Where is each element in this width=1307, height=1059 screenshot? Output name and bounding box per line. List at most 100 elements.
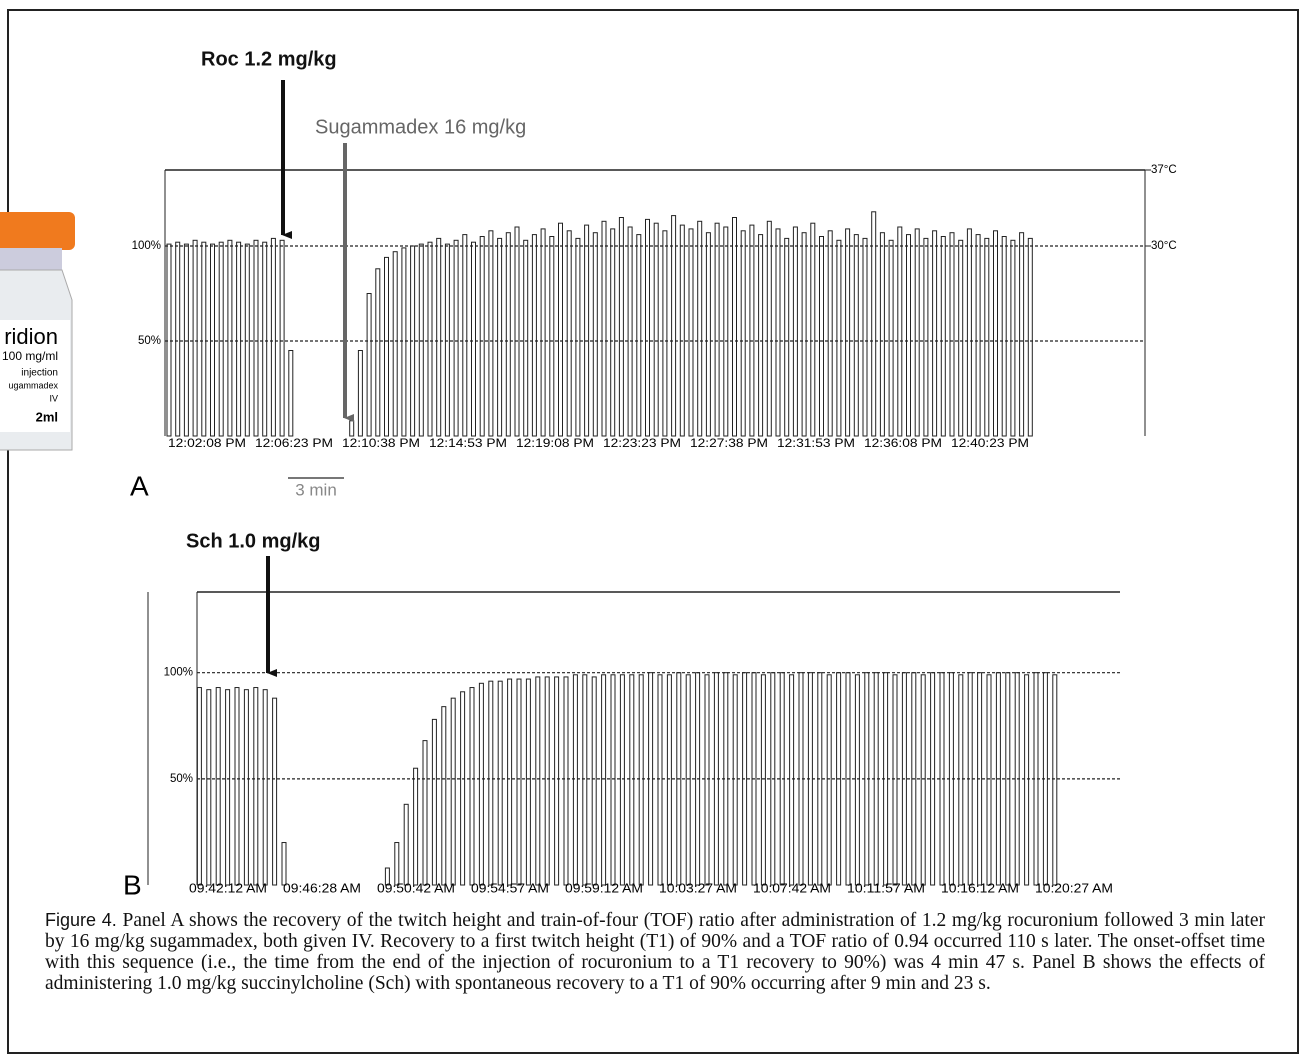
y-tick-label: 100% [132, 240, 161, 252]
vial-text: injection [21, 368, 58, 379]
bar [845, 228, 851, 437]
bar [192, 239, 198, 437]
bar [666, 674, 672, 886]
bar [704, 674, 710, 886]
bar [413, 767, 419, 886]
bar [460, 691, 466, 886]
bar [591, 676, 597, 886]
bar [1001, 236, 1007, 437]
x-tick-label: 09:46:28 AM [283, 881, 361, 895]
bar [1019, 232, 1025, 437]
bar [645, 218, 650, 437]
panel-label: A [130, 470, 149, 501]
bar [923, 237, 929, 437]
bar [514, 226, 520, 437]
bar [949, 232, 955, 437]
bar [201, 241, 207, 437]
bar [636, 234, 642, 437]
x-tick-label: 10:11:57 AM [847, 881, 925, 895]
bar [1027, 237, 1033, 437]
bar [879, 232, 885, 437]
bar [789, 674, 795, 886]
bar [572, 674, 578, 886]
scale-label: 3 min [295, 480, 337, 499]
bar [478, 682, 484, 886]
bar [819, 236, 824, 437]
bar [566, 230, 572, 437]
bar [575, 237, 581, 437]
frame [7, 9, 1299, 1054]
x-tick-label: 09:59:12 AM [565, 881, 643, 895]
bar [1024, 674, 1030, 886]
x-tick-label: 12:14:53 PM [429, 438, 507, 450]
bar [827, 230, 833, 437]
bar [507, 678, 513, 886]
bar [766, 220, 772, 437]
bar [582, 674, 588, 886]
y-tick-label: 100% [164, 667, 193, 679]
bar [984, 237, 990, 437]
bar [450, 697, 456, 886]
bar [436, 237, 442, 437]
vial-text: ugammadex [8, 380, 58, 390]
vial-text: 2ml [36, 409, 58, 424]
bar [638, 674, 644, 886]
bar [792, 226, 798, 437]
bar [810, 222, 816, 437]
bar [531, 234, 537, 437]
bar [705, 232, 711, 437]
bar [657, 674, 663, 886]
vial: ridion 100 mg/ml injection ugammadex IV … [0, 212, 75, 451]
x-tick-label: 12:40:23 PM [951, 438, 1029, 450]
annotation: Roc 1.2 mg/kg [201, 48, 337, 70]
bar [584, 224, 590, 437]
x-tick-label: 12:31:53 PM [777, 438, 855, 450]
bar [662, 230, 668, 437]
caption-figure: Figure 4. [45, 910, 117, 930]
x-tick-label: 09:50:42 AM [377, 881, 455, 895]
bar [540, 228, 546, 437]
x-tick-label: 09:54:57 AM [471, 881, 549, 895]
bar [166, 243, 172, 437]
x-tick-label: 12:36:08 PM [864, 438, 942, 450]
bar [244, 243, 250, 437]
bar [431, 718, 437, 886]
bar [497, 680, 503, 886]
bar [627, 226, 633, 437]
bar [497, 237, 503, 437]
bar [488, 230, 494, 437]
bar [422, 740, 428, 886]
bar [888, 239, 894, 437]
bar [760, 674, 766, 886]
bar [262, 689, 268, 886]
bar [714, 222, 720, 437]
x-tick-label: 12:06:23 PM [255, 438, 333, 450]
bar [505, 232, 511, 437]
bar [288, 350, 294, 437]
bar [384, 256, 389, 437]
bar [685, 674, 691, 886]
bar [234, 687, 240, 886]
y-tick-label: 50% [138, 335, 161, 347]
bar [854, 674, 860, 886]
bar [210, 243, 215, 437]
bar [549, 236, 555, 437]
bar [403, 803, 409, 886]
caption-text: Panel A shows the recovery of the twitch… [45, 910, 1265, 994]
annotation: Sch 1.0 mg/kg [186, 530, 321, 552]
bar [488, 680, 494, 886]
vial-name: ridion [4, 324, 58, 349]
x-tick-label: 12:10:38 PM [342, 438, 420, 450]
bar [853, 234, 859, 437]
bar [418, 243, 424, 437]
vial-text: 100 mg/ml [2, 349, 58, 363]
y2-tick-label: 37°C [1151, 164, 1177, 176]
bar [862, 237, 868, 437]
bar [462, 234, 468, 437]
bar [740, 230, 746, 437]
bar [366, 293, 372, 437]
bar [601, 220, 607, 437]
vial-text: IV [49, 393, 58, 403]
